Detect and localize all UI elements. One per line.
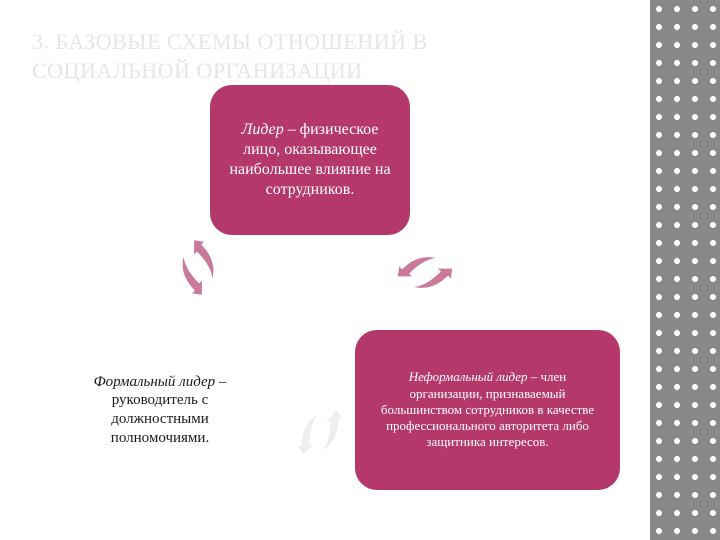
cycle-arrow-a3	[298, 403, 343, 463]
decorative-strip	[650, 0, 720, 540]
node-leader: Лидер – физическое лицо, оказывающее наи…	[210, 85, 410, 235]
page-title: 3. БАЗОВЫЕ СХЕМЫ ОТНОШЕНИЙ В СОЦИАЛЬНОЙ …	[32, 28, 592, 85]
node-term: Лидер	[242, 121, 284, 138]
node-informal: Неформальный лидер – член организации, п…	[355, 330, 620, 490]
node-term: Формальный лидер	[94, 374, 216, 390]
node-term: Неформальный лидер	[409, 369, 528, 384]
node-formal: Формальный лидер – руководитель с должно…	[45, 350, 275, 470]
cycle-arrow-a1	[161, 230, 235, 304]
cycle-arrow-a2	[388, 235, 462, 309]
